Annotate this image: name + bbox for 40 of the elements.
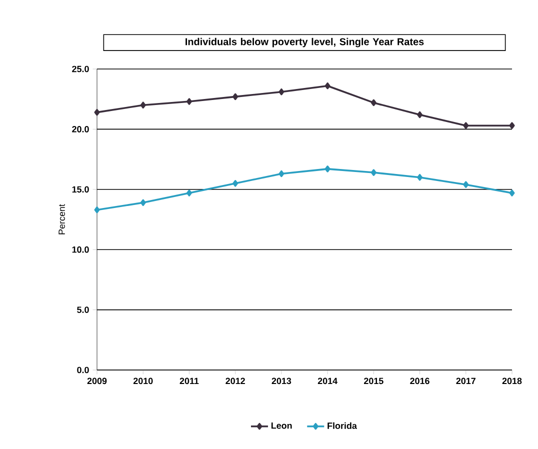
point	[370, 99, 376, 106]
y-tick-label: 10.0	[72, 246, 89, 253]
x-tick-label: 2018	[502, 378, 522, 384]
y-tick-label: 15.0	[72, 186, 89, 193]
point	[370, 169, 376, 176]
x-tick-label: 2014	[318, 378, 338, 384]
x-tick-label: 2011	[180, 378, 199, 384]
point	[463, 122, 469, 129]
point	[509, 190, 515, 196]
x-tick-label: 2009	[87, 378, 107, 384]
point	[278, 170, 284, 178]
x-tick-label: 2013	[272, 378, 292, 384]
legend-label: Leon	[271, 422, 292, 429]
point	[140, 199, 146, 206]
legend-label: Florida	[328, 422, 357, 429]
x-tick-label: 2012	[226, 378, 245, 384]
point	[232, 180, 238, 187]
x-tick-label: 2010	[133, 378, 153, 384]
y-axis-title: Percent	[58, 204, 65, 234]
point	[324, 166, 330, 172]
point	[278, 88, 284, 96]
point	[417, 111, 423, 118]
point	[463, 181, 469, 188]
point	[94, 108, 100, 116]
point	[509, 122, 515, 129]
chart-title: Individuals below poverty level, Single Year Rates	[186, 38, 424, 48]
y-tick-label: 0.0	[77, 366, 89, 374]
point	[417, 174, 423, 181]
x-tick-label: 2017	[456, 378, 476, 384]
y-tick-label: 5.0	[77, 306, 89, 313]
point	[324, 82, 330, 90]
point	[232, 93, 238, 100]
point	[186, 98, 192, 105]
y-tick-label: 20.0	[72, 126, 89, 132]
y-tick-label: 25.0	[72, 66, 89, 72]
point	[140, 102, 146, 109]
point	[186, 190, 192, 196]
point	[94, 206, 100, 214]
x-tick-label: 2015	[364, 378, 384, 384]
x-tick-label: 2016	[410, 378, 430, 384]
